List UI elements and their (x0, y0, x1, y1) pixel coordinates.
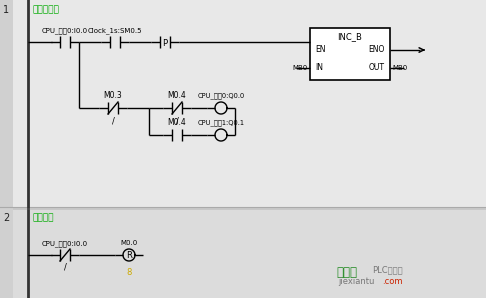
Text: /: / (175, 116, 178, 125)
Text: 程序段主释: 程序段主释 (32, 5, 59, 14)
Text: M0.4: M0.4 (168, 118, 186, 127)
Text: 1: 1 (3, 5, 9, 15)
Text: INC_B: INC_B (338, 32, 363, 41)
Text: P: P (162, 38, 168, 47)
Bar (0, 0, 486, 207)
Text: CPU_输出1:Q0.1: CPU_输出1:Q0.1 (197, 119, 244, 126)
Text: PLC学经元: PLC学经元 (372, 266, 402, 274)
Text: MB0: MB0 (293, 65, 308, 71)
Text: M0.3: M0.3 (104, 91, 122, 100)
Text: /: / (64, 263, 67, 272)
Text: M0.4: M0.4 (168, 91, 186, 100)
Bar (310, 28, 390, 80)
Text: Clock_1s:SM0.5: Clock_1s:SM0.5 (88, 27, 142, 34)
Text: 8: 8 (126, 268, 132, 277)
Text: MB0: MB0 (392, 65, 407, 71)
Text: ENO: ENO (368, 46, 385, 55)
Text: 接线图: 接线图 (336, 266, 357, 279)
Text: 2: 2 (3, 213, 9, 223)
Text: CPU_输出0:Q0.0: CPU_输出0:Q0.0 (197, 92, 244, 99)
Text: OUT: OUT (369, 63, 385, 72)
Bar (0, 210, 486, 298)
Text: M0.0: M0.0 (121, 240, 138, 246)
Text: .com: .com (382, 277, 402, 286)
Text: jiexiantu: jiexiantu (338, 277, 374, 286)
Bar (0, 0, 13, 298)
Text: EN: EN (315, 46, 326, 55)
Text: 输入注释: 输入注释 (32, 213, 53, 222)
Text: R: R (126, 252, 132, 260)
Text: /: / (112, 116, 114, 125)
Text: IN: IN (315, 63, 323, 72)
Text: CPU_输入0:I0.0: CPU_输入0:I0.0 (42, 27, 88, 34)
Text: CPU_输入0:I0.0: CPU_输入0:I0.0 (42, 240, 88, 247)
